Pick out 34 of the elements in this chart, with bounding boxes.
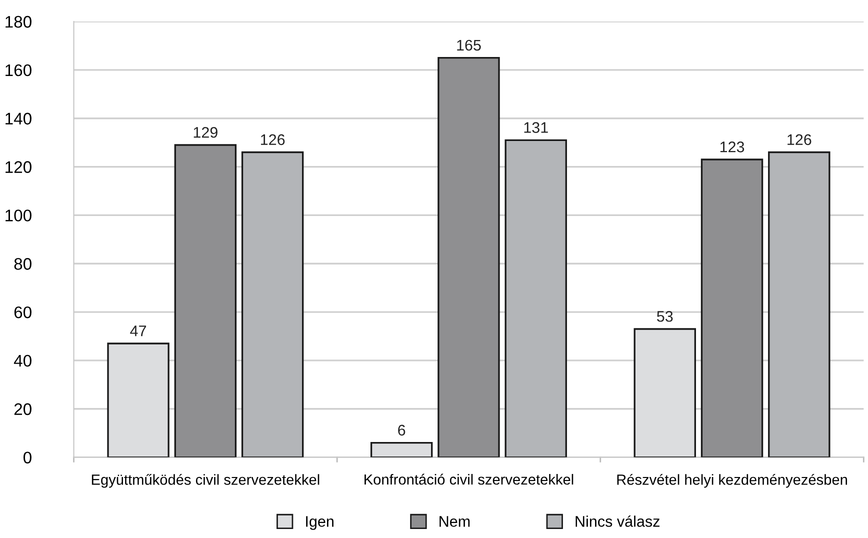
- data-label: 126: [788, 134, 812, 146]
- y-tick-label: 0: [23, 452, 32, 464]
- data-label: 131: [524, 122, 548, 133]
- bar: [241, 151, 304, 458]
- data-label: 53: [656, 310, 673, 322]
- bar: [438, 57, 500, 458]
- legend-label: Nincs válasz: [576, 515, 660, 527]
- y-tick-label: 120: [6, 161, 32, 173]
- y-tick-label: 40: [14, 354, 32, 367]
- data-label: 129: [194, 126, 218, 138]
- bar: [700, 158, 764, 458]
- y-tick-label: 20: [14, 403, 32, 416]
- data-label: 6: [398, 424, 406, 436]
- legend-label: Nem: [440, 516, 470, 527]
- y-tick-label: 100: [6, 210, 32, 222]
- y-tick-label: 140: [6, 112, 32, 125]
- y-tick-label: 80: [14, 258, 32, 270]
- y-tick-label: 180: [6, 16, 32, 28]
- bar: [370, 442, 433, 458]
- bar: [107, 342, 170, 458]
- bar: [634, 328, 696, 458]
- y-tick-label: 60: [14, 306, 32, 318]
- legend-label: Igen: [306, 516, 334, 530]
- bar: [174, 144, 237, 458]
- data-label: 126: [260, 134, 285, 146]
- bar: [768, 151, 830, 458]
- data-label: 123: [720, 142, 744, 152]
- x-tick-label: Részvétel helyi kezdeményezésben: [617, 474, 847, 488]
- data-label: 47: [130, 326, 146, 336]
- x-tick-label: Konfrontáció civil szervezetekkel: [364, 474, 574, 485]
- x-tick-label: Együttműködés civil szervezetekkel: [92, 474, 320, 488]
- data-label: 165: [457, 40, 481, 51]
- bar: [504, 139, 567, 458]
- y-tick-label: 160: [6, 64, 32, 76]
